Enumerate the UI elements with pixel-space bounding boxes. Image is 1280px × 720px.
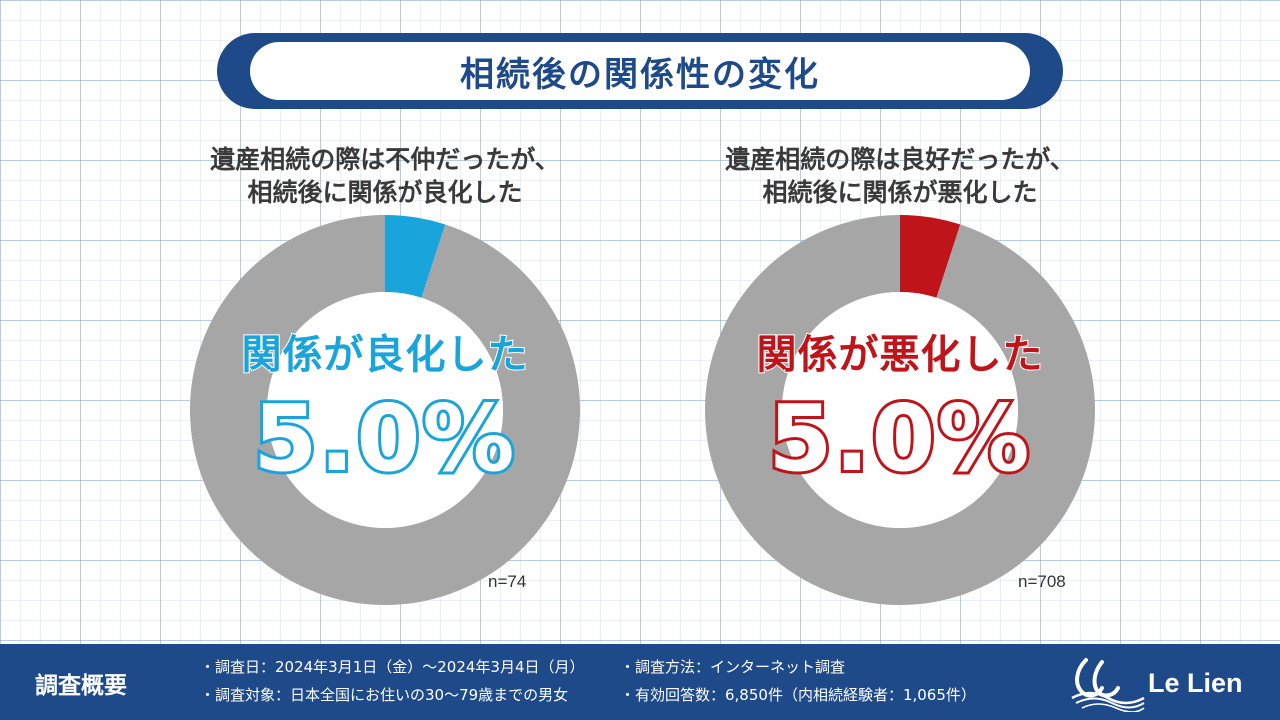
survey-footer: 調査概要 ・調査日：2024年3月1日（金）～2024年3月4日（月） ・調査対… bbox=[0, 644, 1280, 720]
page-title: 相続後の関係性の変化 bbox=[250, 42, 1030, 100]
survey-date: ・調査日：2024年3月1日（金）～2024年3月4日（月） bbox=[200, 658, 585, 676]
brand-logo-text: Le Lien bbox=[1148, 668, 1243, 698]
donut-hole bbox=[782, 292, 1018, 528]
chart-right-percentage: 5.0% bbox=[765, 382, 1032, 495]
survey-target: ・調査対象：日本全国にお住いの30～79歳までの男女 bbox=[200, 686, 569, 704]
wave-logo-icon bbox=[1071, 658, 1145, 713]
survey-summary-title: 調査概要 bbox=[35, 673, 127, 699]
donut-slice-rest bbox=[190, 215, 580, 605]
chart-left-sample-size: n=74 bbox=[488, 572, 527, 591]
chart-right-subtitle-line-1: 遺産相続の際は良好だったが、 bbox=[725, 145, 1075, 174]
chart-right-subtitle: 遺産相続の際は良好だったが、 相続後に関係が悪化した bbox=[640, 143, 1160, 209]
chart-right-subtitle-line-2: 相続後に関係が悪化した bbox=[762, 178, 1038, 207]
donut-chart-worsened bbox=[705, 215, 1095, 605]
donut-slice-rest bbox=[705, 215, 1095, 605]
brand-logo: Le Lien bbox=[1068, 654, 1268, 713]
survey-method: ・調査方法：インターネット調査 bbox=[620, 658, 846, 676]
donut-chart-improved bbox=[190, 215, 580, 605]
donut-slice-highlight bbox=[900, 215, 961, 298]
title-banner: 相続後の関係性の変化 bbox=[217, 33, 1063, 109]
chart-left-subtitle-line-1: 遺産相続の際は不仲だったが、 bbox=[210, 145, 560, 174]
chart-left-percentage: 5.0% bbox=[250, 382, 517, 495]
donut-slice-highlight bbox=[385, 215, 446, 298]
chart-left-subtitle: 遺産相続の際は不仲だったが、 相続後に関係が良化した bbox=[125, 143, 645, 209]
donut-hole bbox=[267, 292, 503, 528]
chart-right-sample-size: n=708 bbox=[1018, 572, 1066, 591]
chart-left-subtitle-line-2: 相続後に関係が良化した bbox=[247, 178, 523, 207]
survey-valid-responses: ・有効回答数：6,850件（内相続経験者：1,065件） bbox=[620, 686, 976, 704]
chart-left-center-label: 関係が良化した bbox=[241, 331, 529, 379]
chart-right-center-label: 関係が悪化した bbox=[756, 331, 1044, 379]
